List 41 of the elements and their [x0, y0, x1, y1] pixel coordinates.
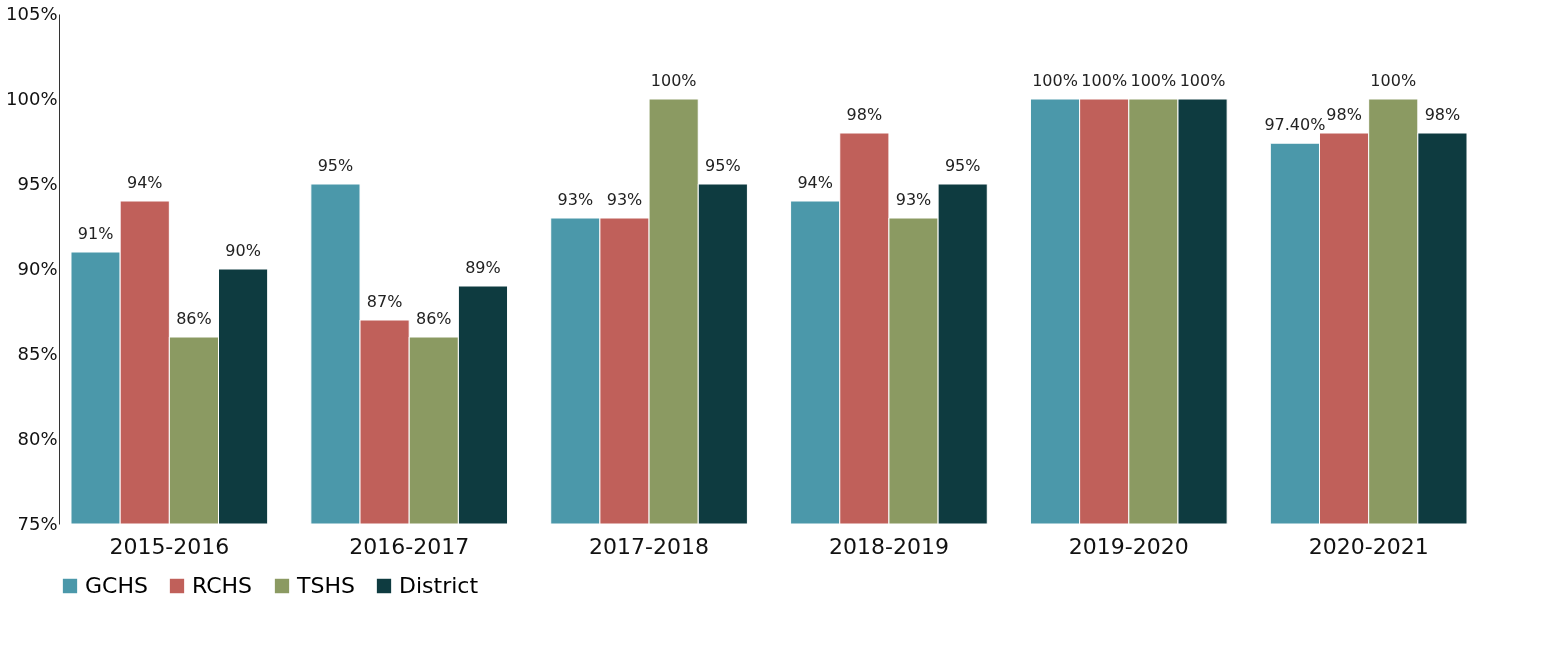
y-tick-label: 90% — [17, 257, 58, 279]
x-tick-label: 2017-2018 — [589, 533, 710, 559]
legend-label: District — [399, 573, 479, 598]
data-label: 97.40% — [1264, 115, 1326, 135]
y-tick-label: 80% — [17, 427, 58, 449]
data-label: 87% — [366, 292, 403, 311]
data-label: 100% — [1081, 71, 1128, 90]
data-label: 95% — [944, 156, 981, 175]
data-label: 98% — [1424, 105, 1461, 124]
legend-label: GCHS — [85, 573, 148, 598]
data-label: 100% — [1370, 71, 1417, 90]
data-label: 100% — [650, 71, 697, 90]
data-label: 93% — [606, 190, 643, 209]
data-label: 95% — [317, 156, 354, 175]
data-label: 89% — [465, 258, 501, 277]
data-label: 93% — [895, 190, 932, 209]
data-label: 95% — [705, 156, 741, 175]
y-tick-label: 105% — [6, 2, 58, 24]
x-tick-label: 2020-2021 — [1308, 533, 1429, 559]
data-label: 93% — [557, 190, 594, 209]
data-label: 90% — [225, 241, 261, 260]
data-label: 98% — [846, 105, 883, 124]
y-tick-label: 95% — [17, 172, 58, 194]
data-label: 86% — [416, 309, 452, 328]
data-label: 94% — [126, 173, 163, 192]
data-label: 98% — [1326, 105, 1362, 124]
data-label: 91% — [77, 224, 114, 243]
data-label: 100% — [1179, 71, 1226, 90]
x-tick-label: 2016-2017 — [349, 533, 470, 559]
x-tick-label: 2018-2019 — [828, 533, 949, 559]
legend-label: RCHS — [192, 573, 253, 598]
x-tick-label: 2019-2020 — [1068, 533, 1189, 559]
y-tick-label: 75% — [17, 512, 58, 534]
legend-label: TSHS — [296, 573, 355, 598]
data-label: 100% — [1130, 71, 1177, 90]
data-label: 86% — [176, 309, 212, 328]
data-label: 94% — [797, 173, 833, 192]
y-tick-label: 85% — [17, 342, 58, 364]
y-tick-label: 100% — [6, 87, 58, 109]
x-tick-label: 2015-2016 — [109, 533, 230, 559]
data-label: 100% — [1032, 71, 1078, 90]
